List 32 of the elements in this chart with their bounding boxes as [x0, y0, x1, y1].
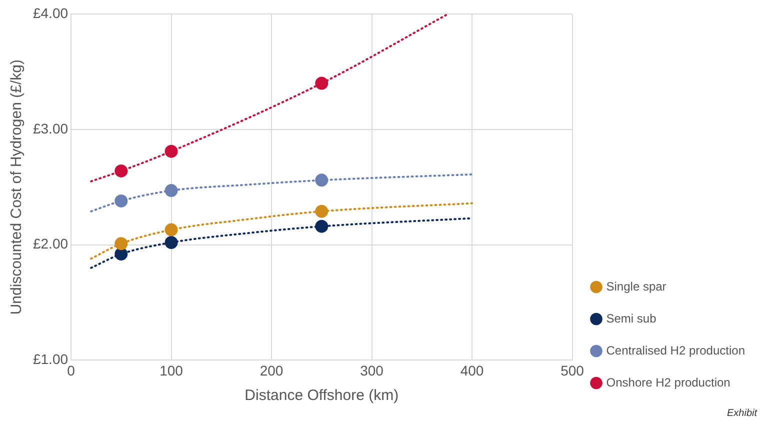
y-axis-title: Undiscounted Cost of Hydrogen (£/kg) [8, 60, 26, 315]
point [164, 144, 178, 158]
point [315, 204, 328, 218]
point [114, 248, 128, 261]
line-series [90, 14, 449, 182]
point [315, 174, 328, 187]
legend-label: Semi sub [606, 311, 657, 326]
line-series [90, 202, 474, 260]
y-tick-label: £3.00 [32, 120, 68, 136]
point [315, 220, 328, 233]
x-axis-title: Distance Offshore (km) [244, 387, 399, 404]
y-tick-label: £1.00 [32, 351, 68, 368]
point [164, 236, 178, 249]
y-tick-label: £4.00 [32, 4, 68, 21]
x-tick-label: 300 [360, 362, 384, 378]
line-series [90, 173, 474, 212]
point [114, 237, 128, 250]
x-tick-label: 100 [160, 362, 184, 378]
x-tick-label: 400 [460, 362, 484, 378]
point [315, 76, 328, 90]
x-tick-label: 500 [560, 362, 584, 378]
text: Exhibit [726, 408, 757, 419]
legend-label: Centralised H2 production [606, 343, 746, 358]
point [164, 184, 178, 198]
legend-label: Onshore H2 production [606, 375, 730, 390]
point [164, 223, 178, 236]
y-tick-label: £2.00 [32, 236, 68, 252]
point [114, 164, 128, 178]
point [114, 194, 128, 208]
legend-label: Single spar [606, 279, 666, 294]
x-tick-label: 0 [67, 362, 76, 378]
x-tick-label: 200 [260, 362, 284, 378]
